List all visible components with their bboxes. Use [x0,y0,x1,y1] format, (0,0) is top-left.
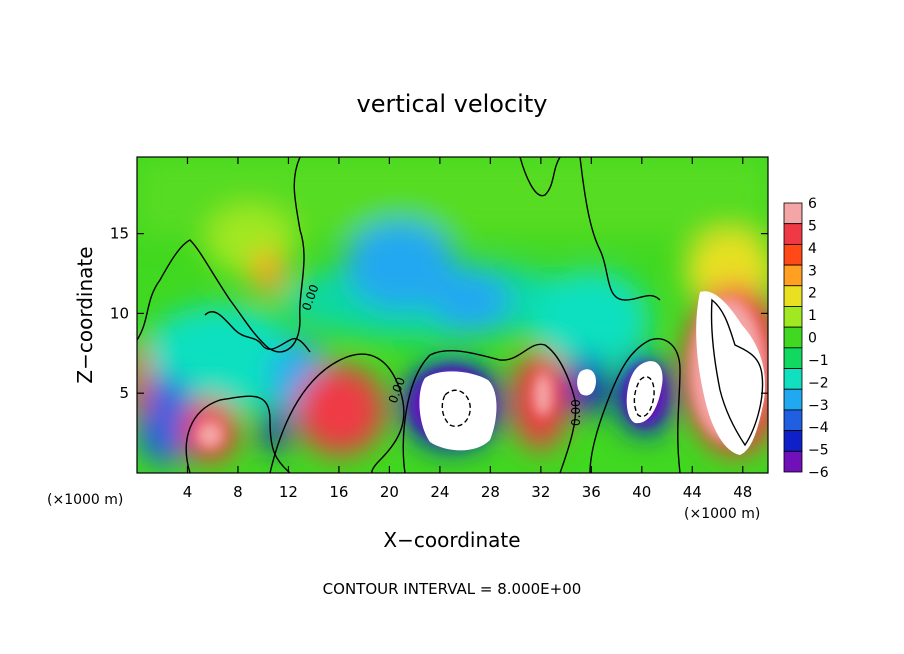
white-region-center [419,371,497,451]
contour-wiggle-left [204,311,311,353]
contour-zero-left [137,157,305,353]
colorbar-swatch [783,388,803,411]
contour-interval-text: CONTOUR INTERVAL = 8.000E+00 [323,580,582,598]
x-tick-label: 12 [279,483,298,501]
x-tick-label: 8 [233,483,243,501]
x-axis-ticks: 4 8 12 16 20 24 28 32 36 40 44 48 [183,157,752,501]
colorbar-swatch [783,243,803,266]
colorbar-swatch [783,450,803,473]
blue-region-lower-left [137,375,195,465]
colorbar-swatch [783,223,803,245]
colorbar: 6 5 4 3 2 1 0 −1 −2 −3 −4 −5 −6 [783,196,829,481]
colorbar-label: 1 [808,308,817,324]
contour-negative-center [441,389,471,427]
x-tick-label: 36 [582,483,601,501]
y-tick-label: 5 [119,384,129,402]
cyan-region-right [530,270,650,370]
colorbar-label: −2 [808,375,829,391]
white-region-right-a [577,369,596,396]
x-tick-label: 20 [380,483,399,501]
x-axis-label: X−coordinate [383,528,520,552]
pink-region-left [196,421,224,449]
plot-area [137,157,768,473]
colorbar-swatch [783,306,803,328]
colorbar-label: −5 [808,443,829,459]
x-tick-label: 32 [531,483,550,501]
orange-region-upper [252,250,284,294]
contour-zero-top-center [519,157,561,197]
colorbar-swatch [783,368,803,390]
contour-zero-right [589,338,681,473]
navy-region-left [262,408,288,452]
colorbar-swatch [783,202,803,225]
x-tick-label: 40 [632,483,651,501]
colorbar-label: 6 [808,196,817,212]
colorbar-label: 2 [808,286,817,302]
colorbar-label: 4 [808,241,817,257]
contour-negative-right [633,376,655,418]
y-tick-label: 15 [110,225,129,243]
colorbar-swatch [783,285,803,307]
contour-label-c: 0.00 [569,399,583,426]
blue-region-upper-mid [430,270,510,330]
x-axis-unit-right: (×1000 m) [684,506,760,522]
colorbar-label: −3 [808,398,829,414]
contour-zero-center [402,343,577,473]
y-tick-label: 10 [110,304,129,322]
contour-zero-mid [269,353,405,473]
colorbar-label: 5 [808,218,817,234]
x-tick-label: 28 [481,483,500,501]
blue-region-upper-center [345,220,455,310]
x-tick-label: 48 [733,483,752,501]
contour-zero-upper-right [579,157,661,301]
red-region-mid [295,365,385,455]
y-axis-ticks: 5 10 15 [110,225,768,402]
colorbar-swatch [783,430,803,452]
colorbar-swatch [783,347,803,369]
colorbar-swatch [783,264,803,287]
x-tick-label: 44 [683,483,702,501]
contour-lines [137,157,764,473]
contour-inner-right [710,298,764,447]
y-axis-label: Z−coordinate [73,246,97,383]
x-axis-unit-left: (×1000 m) [47,492,123,508]
red-region-left-edge [137,340,149,420]
contour-label-group: 0.00 0.00 0.00 [299,283,583,426]
colorbar-label: −6 [808,465,829,481]
white-region-far-right [696,291,766,455]
colorbar-label: −1 [808,353,829,369]
colorbar-swatch [783,409,803,432]
contour-zero-lower-left [185,395,291,473]
x-tick-label: 4 [183,483,193,501]
colorbar-label: 0 [808,331,817,347]
pink-region-center [533,373,553,417]
x-tick-label: 24 [430,483,449,501]
colorbar-label: −4 [808,420,829,436]
plot-frame [136,156,769,474]
x-tick-label: 16 [329,483,348,501]
colorbar-label: 3 [808,263,817,279]
colorbar-swatch [783,326,803,349]
chart-title: vertical velocity [357,90,548,118]
